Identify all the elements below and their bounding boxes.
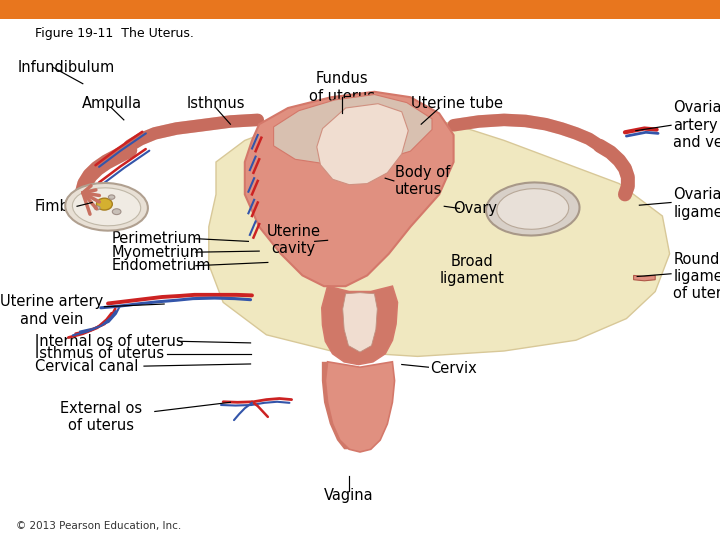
Text: External os
of uterus: External os of uterus — [60, 401, 142, 433]
Text: © 2013 Pearson Education, Inc.: © 2013 Pearson Education, Inc. — [16, 522, 181, 531]
Text: Vagina: Vagina — [325, 488, 374, 503]
Text: Cervix: Cervix — [431, 361, 477, 376]
Text: Internal os of uterus: Internal os of uterus — [35, 334, 183, 349]
Ellipse shape — [96, 198, 112, 210]
Polygon shape — [245, 92, 454, 286]
Text: Isthmus of uterus: Isthmus of uterus — [35, 346, 163, 361]
Text: Ovarian
ligament: Ovarian ligament — [673, 187, 720, 220]
Text: Ampulla: Ampulla — [81, 96, 142, 111]
Bar — [0, 0, 720, 19]
Text: Body of
uterus: Body of uterus — [395, 165, 450, 197]
Text: Fimbriae: Fimbriae — [35, 199, 98, 214]
Text: Myometrium: Myometrium — [112, 245, 204, 260]
Text: Ovary: Ovary — [453, 201, 498, 217]
Text: Ovarian
artery
and vein: Ovarian artery and vein — [673, 100, 720, 150]
Polygon shape — [317, 104, 408, 185]
Text: Uterine tube: Uterine tube — [411, 96, 503, 111]
Text: Cervical canal: Cervical canal — [35, 359, 138, 374]
Text: Infundibulum: Infundibulum — [18, 60, 115, 75]
Ellipse shape — [94, 206, 100, 210]
Polygon shape — [634, 275, 655, 281]
Polygon shape — [322, 286, 397, 364]
Text: Uterine
cavity: Uterine cavity — [266, 224, 321, 256]
Text: Perimetrium: Perimetrium — [112, 231, 202, 246]
Ellipse shape — [112, 209, 121, 214]
Polygon shape — [325, 362, 395, 452]
Polygon shape — [274, 94, 432, 165]
Text: Endometrium: Endometrium — [112, 258, 211, 273]
Ellipse shape — [108, 195, 115, 199]
Ellipse shape — [66, 183, 148, 231]
Text: Figure 19-11  The Uterus.: Figure 19-11 The Uterus. — [35, 27, 194, 40]
Text: Broad
ligament: Broad ligament — [439, 254, 504, 286]
Polygon shape — [322, 362, 349, 449]
Polygon shape — [343, 293, 377, 352]
Text: Fundus
of uterus: Fundus of uterus — [309, 71, 375, 104]
Ellipse shape — [486, 183, 580, 235]
Ellipse shape — [497, 188, 569, 230]
Text: Isthmus: Isthmus — [186, 96, 246, 111]
Text: Round
ligament
of uterus: Round ligament of uterus — [673, 252, 720, 301]
Polygon shape — [209, 113, 670, 356]
Text: Uterine artery
and vein: Uterine artery and vein — [0, 294, 104, 327]
Ellipse shape — [73, 188, 140, 226]
